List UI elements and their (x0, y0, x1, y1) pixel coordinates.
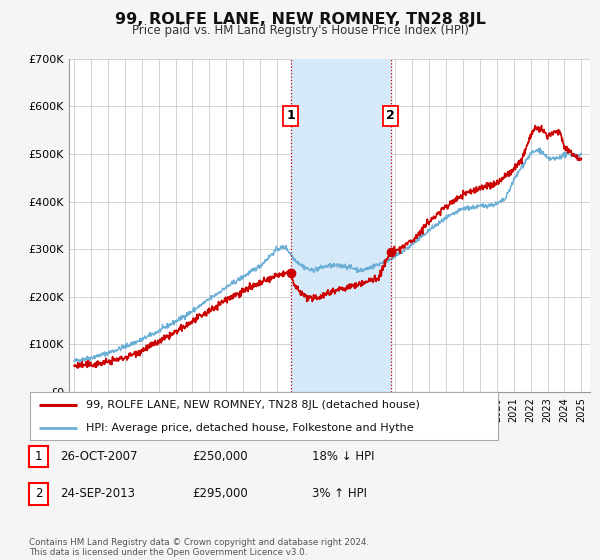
Text: £250,000: £250,000 (192, 450, 248, 463)
Text: 99, ROLFE LANE, NEW ROMNEY, TN28 8JL: 99, ROLFE LANE, NEW ROMNEY, TN28 8JL (115, 12, 485, 27)
Text: 24-SEP-2013: 24-SEP-2013 (60, 487, 135, 501)
Bar (290, 59, 391, 392)
Text: 26-OCT-2007: 26-OCT-2007 (60, 450, 137, 463)
Text: Price paid vs. HM Land Registry's House Price Index (HPI): Price paid vs. HM Land Registry's House … (131, 24, 469, 37)
Text: £295,000: £295,000 (192, 487, 248, 501)
Text: HPI: Average price, detached house, Folkestone and Hythe: HPI: Average price, detached house, Folk… (86, 423, 414, 433)
Text: 3% ↑ HPI: 3% ↑ HPI (312, 487, 367, 501)
Text: 18% ↓ HPI: 18% ↓ HPI (312, 450, 374, 463)
Text: Contains HM Land Registry data © Crown copyright and database right 2024.
This d: Contains HM Land Registry data © Crown c… (29, 538, 369, 557)
Text: 2: 2 (386, 109, 395, 123)
Text: 99, ROLFE LANE, NEW ROMNEY, TN28 8JL (detached house): 99, ROLFE LANE, NEW ROMNEY, TN28 8JL (de… (86, 400, 420, 410)
Text: 1: 1 (35, 450, 42, 463)
Text: 2: 2 (35, 487, 42, 501)
Text: 1: 1 (286, 109, 295, 123)
